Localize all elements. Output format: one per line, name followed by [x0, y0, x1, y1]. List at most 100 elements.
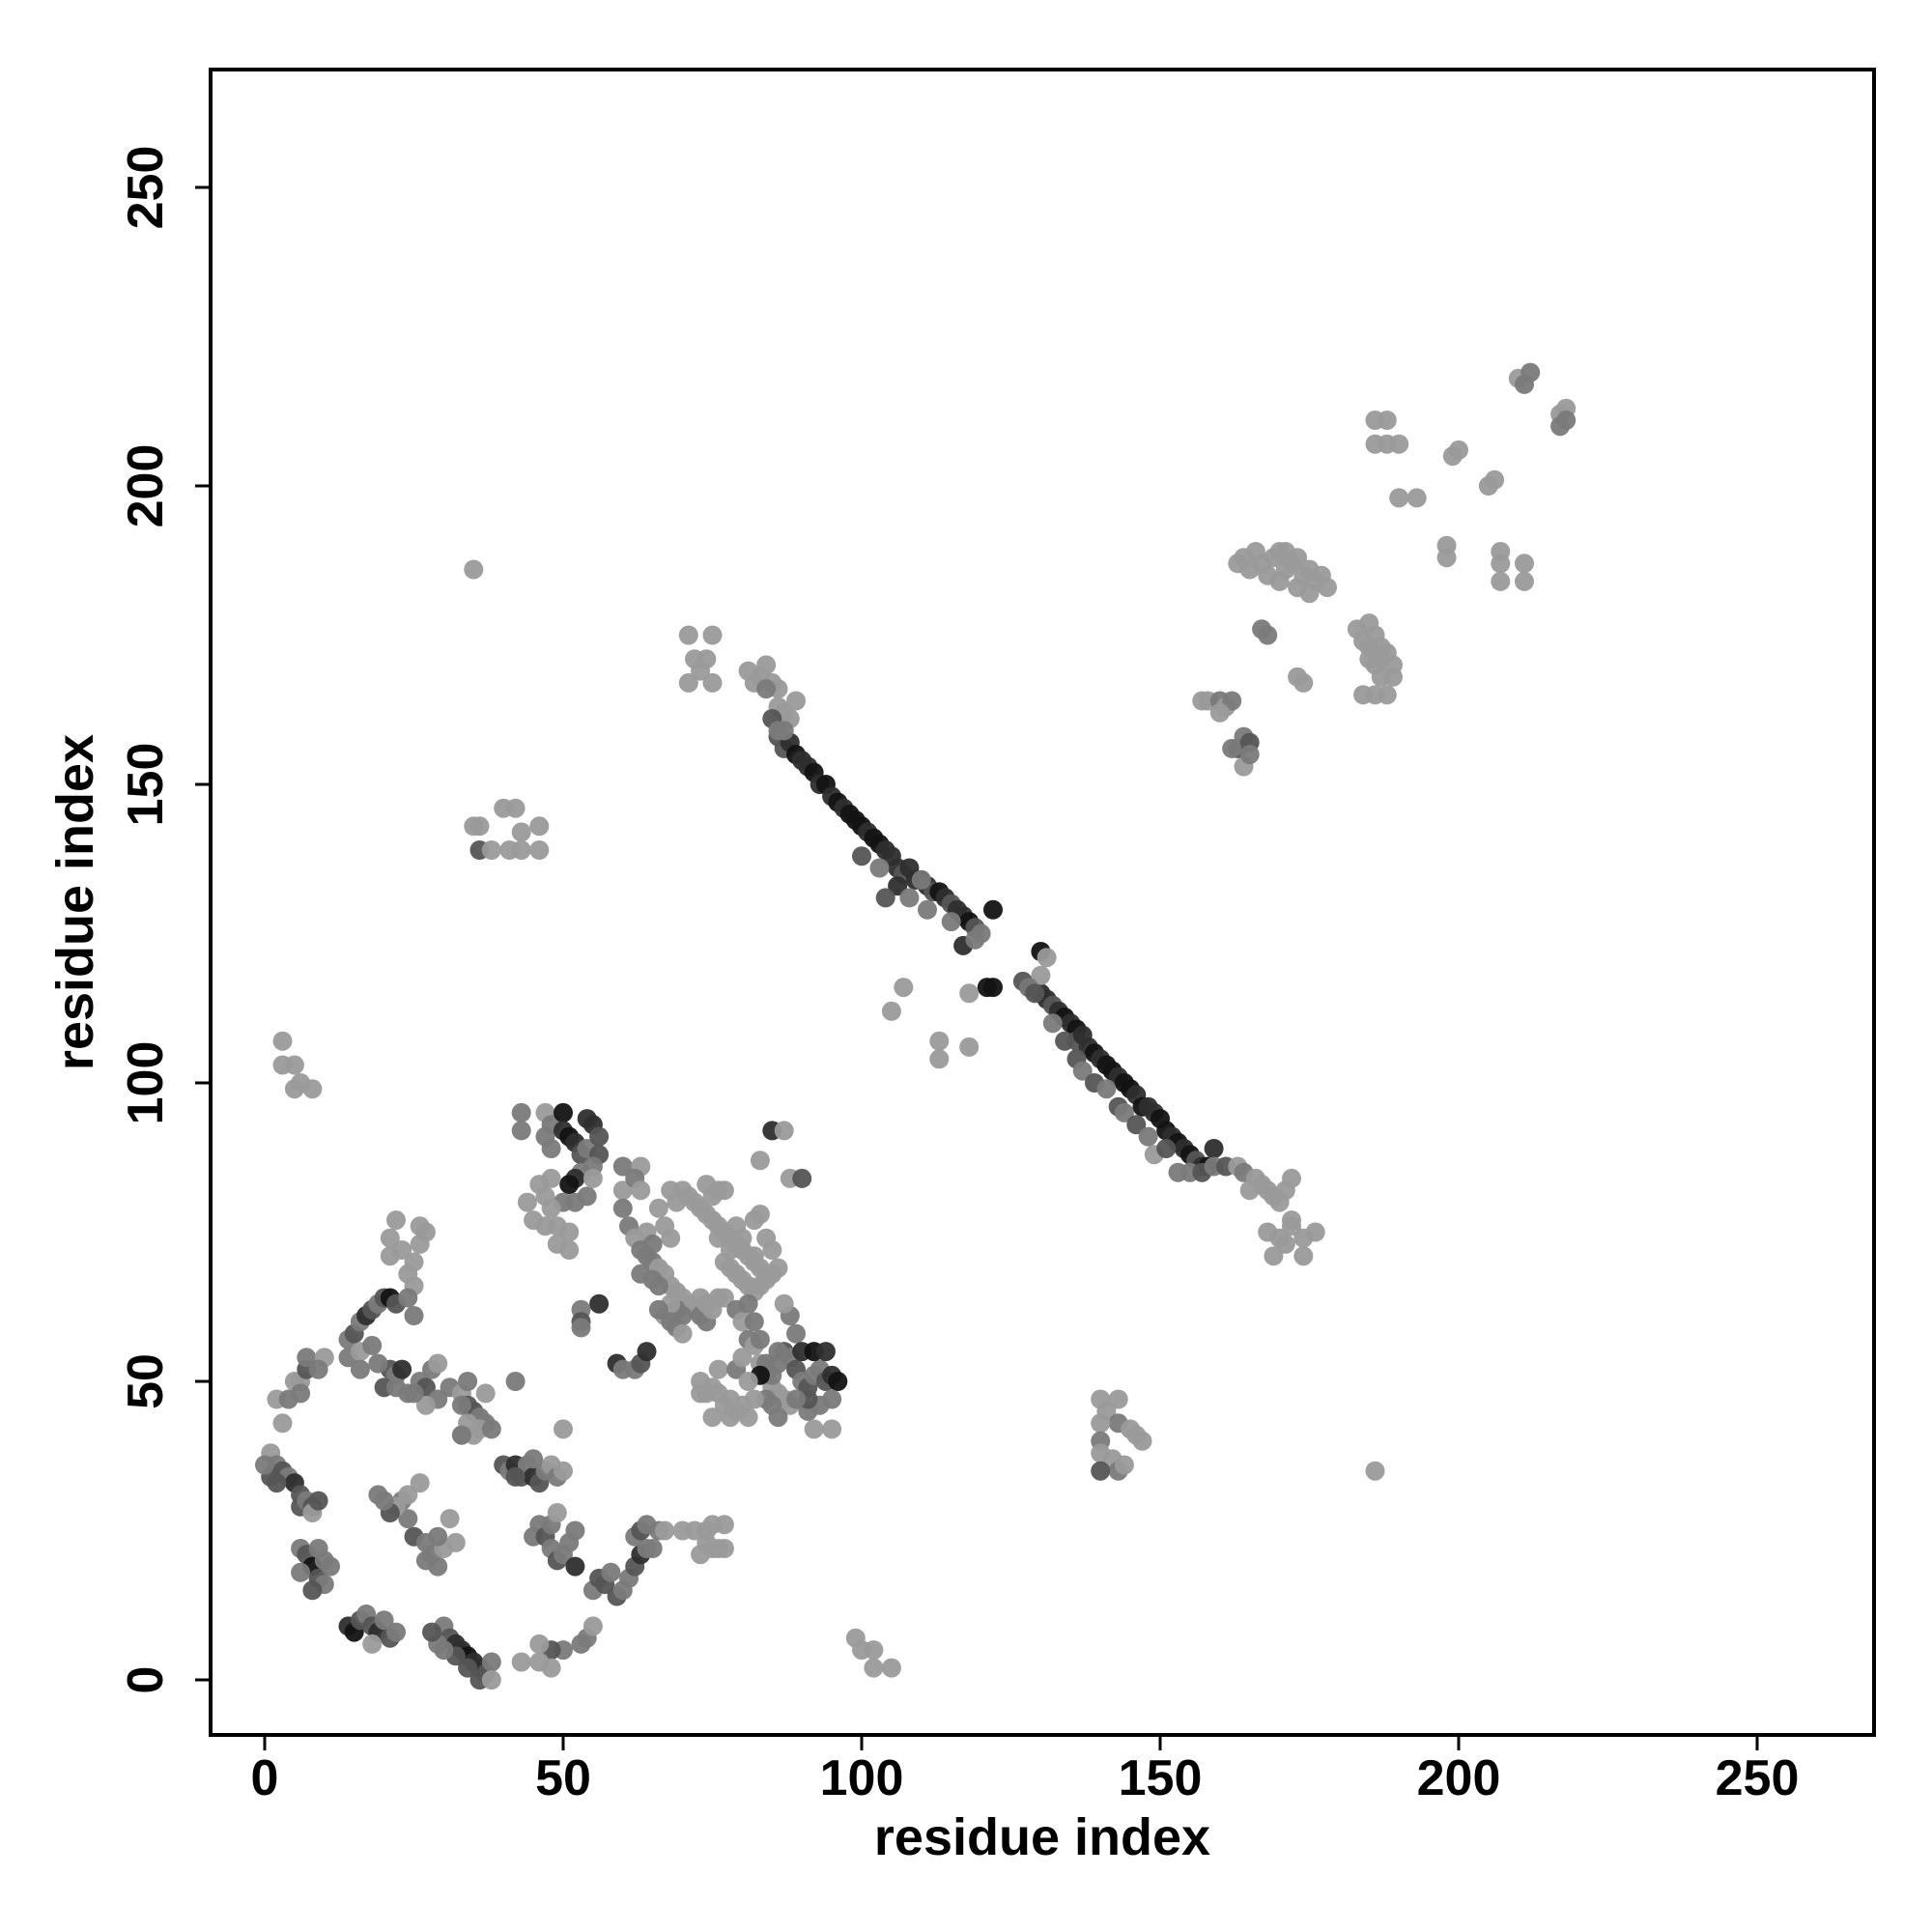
contact-point	[941, 912, 961, 932]
contact-point	[702, 672, 723, 693]
contact-point	[983, 978, 1003, 998]
contact-point	[272, 1413, 293, 1434]
contact-point	[511, 840, 531, 860]
contact-point	[1515, 554, 1534, 574]
contact-point	[1025, 983, 1045, 1004]
contact-point	[852, 846, 871, 867]
contact-point	[1096, 1079, 1117, 1099]
contact-point	[1222, 738, 1242, 758]
contact-point	[696, 1175, 717, 1195]
contact-point	[894, 978, 914, 998]
contact-point	[888, 876, 908, 896]
contact-point	[691, 1383, 711, 1404]
contact-point	[631, 1264, 651, 1284]
contact-point	[612, 1198, 633, 1218]
contact-point	[655, 1520, 675, 1541]
contact-point	[672, 1323, 693, 1344]
contact-point	[524, 1449, 544, 1469]
contact-point	[959, 983, 980, 1004]
contact-point	[368, 1485, 388, 1505]
contact-point	[451, 1425, 471, 1445]
contact-point	[959, 1037, 980, 1057]
contact-point	[314, 1550, 334, 1571]
contact-point	[721, 1389, 740, 1409]
contact-point	[750, 1151, 770, 1171]
contact-point	[1436, 548, 1457, 568]
contact-point	[744, 1312, 764, 1332]
contact-point	[1365, 1461, 1385, 1481]
contact-point	[768, 1258, 788, 1278]
y-tick-label: 150	[118, 743, 174, 827]
contact-point	[732, 1348, 753, 1368]
contact-point	[1371, 649, 1391, 669]
y-tick-label: 250	[118, 146, 174, 230]
contact-point	[535, 1186, 555, 1207]
contact-point	[822, 1389, 842, 1409]
contact-point	[308, 1491, 328, 1511]
contact-point	[541, 1658, 561, 1678]
contact-point	[881, 1001, 901, 1021]
contact-point	[1515, 571, 1534, 591]
contact-point	[864, 1640, 884, 1661]
contact-point	[1275, 542, 1295, 561]
contact-point	[255, 1455, 274, 1475]
contact-point	[738, 1293, 758, 1314]
contact-point	[559, 1222, 580, 1242]
contact-point	[398, 1288, 418, 1308]
contact-point	[756, 679, 777, 699]
contact-point	[1282, 1210, 1301, 1231]
contact-point	[786, 1389, 806, 1409]
contact-point	[702, 625, 723, 645]
x-axis-label: residue index	[874, 1808, 1210, 1866]
contact-point	[547, 1503, 567, 1522]
contact-point	[511, 1652, 531, 1672]
x-tick-label: 0	[251, 1750, 279, 1806]
contact-point	[1042, 1013, 1063, 1034]
contact-point	[1055, 1031, 1075, 1051]
contact-point	[505, 1466, 526, 1487]
contact-point	[410, 1216, 430, 1236]
contact-point	[428, 1526, 448, 1547]
contact-point	[362, 1335, 383, 1355]
contact-point	[637, 1342, 657, 1362]
contact-point	[1353, 685, 1374, 705]
contact-point	[565, 1556, 585, 1577]
contact-point	[1389, 434, 1409, 454]
contact-point	[565, 1520, 585, 1541]
contact-point	[398, 1485, 418, 1505]
contact-point	[505, 798, 526, 818]
contact-point	[696, 1532, 717, 1552]
contact-point	[302, 1580, 323, 1601]
contact-point	[744, 1246, 764, 1266]
contact-point	[1515, 374, 1534, 394]
contact-point	[404, 1306, 424, 1325]
contact-point	[291, 1383, 311, 1404]
x-axis: 0 50 100 150 200 250	[251, 1735, 1800, 1806]
contact-point	[415, 1395, 436, 1415]
contact-point	[702, 1299, 723, 1320]
contact-point	[475, 1383, 496, 1404]
contact-point	[774, 1121, 794, 1141]
contact-point	[1491, 542, 1511, 561]
x-tick-label: 250	[1716, 1750, 1800, 1806]
y-tick-label: 0	[118, 1666, 174, 1694]
y-axis: 0 50 100 150 200 250	[118, 146, 211, 1694]
contact-point	[983, 899, 1003, 920]
contact-point	[284, 1055, 304, 1075]
contact-point	[612, 1180, 633, 1201]
contact-point	[708, 1359, 728, 1379]
y-tick-label: 50	[118, 1353, 174, 1409]
contact-point	[529, 840, 550, 860]
contact-point	[678, 625, 698, 645]
contact-point	[511, 1102, 531, 1122]
contact-point	[428, 1353, 448, 1374]
contact-point	[786, 1323, 806, 1344]
contact-point	[648, 1198, 668, 1218]
contact-point	[631, 1180, 651, 1201]
contact-point	[804, 1419, 824, 1439]
contact-point	[899, 888, 920, 908]
contact-point	[661, 1180, 681, 1201]
contact-point	[768, 1407, 788, 1428]
